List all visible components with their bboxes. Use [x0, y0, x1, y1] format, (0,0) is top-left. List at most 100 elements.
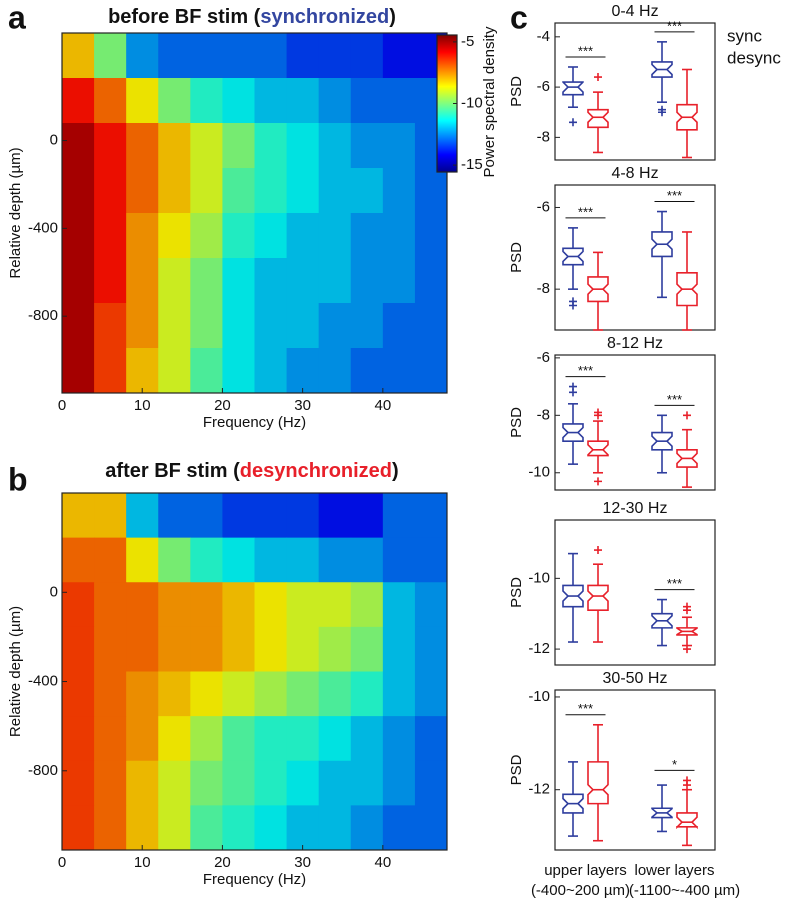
heatmap-cell	[126, 493, 159, 539]
heatmap-cell	[190, 537, 223, 583]
heatmap-cell	[382, 168, 416, 214]
heatmap-cell	[350, 123, 384, 169]
heatmap-cell	[286, 582, 320, 628]
heatmap-cell	[222, 493, 255, 539]
outlier	[569, 118, 577, 127]
heatmap-cell	[158, 493, 191, 539]
heatmap-cell	[158, 78, 191, 124]
heatmap-cell	[126, 123, 159, 169]
heatmap-cell	[222, 258, 255, 304]
significance-label: ***	[578, 701, 593, 716]
heatmap-cell	[382, 582, 416, 628]
heatmap-cell	[382, 760, 416, 806]
heatmap-cell	[126, 213, 159, 259]
box	[587, 440, 609, 457]
heatmap-cell	[350, 760, 384, 806]
heatmap-cell	[94, 537, 127, 583]
box	[587, 761, 609, 805]
heatmap-cell	[94, 78, 127, 124]
title-text: )	[392, 460, 399, 482]
x-tick-label: 20	[214, 397, 231, 414]
plot-frame	[554, 22, 716, 161]
heatmap-cell	[382, 213, 416, 259]
heatmap-cell	[126, 33, 159, 79]
heatmap-cell	[318, 348, 352, 394]
plot-frame	[554, 689, 716, 851]
heatmap-cell	[350, 168, 384, 214]
heatmap-cell	[222, 348, 255, 394]
heatmap-cell	[254, 671, 288, 717]
heatmap-cell	[286, 671, 320, 717]
heatmap-cell	[126, 716, 159, 762]
heatmap-cell	[126, 258, 159, 304]
heatmap-cell	[62, 805, 95, 851]
heatmap-cell	[318, 716, 352, 762]
heatmap-cell	[126, 348, 159, 394]
heatmap-cell	[286, 213, 320, 259]
heatmap-cell	[254, 760, 288, 806]
heatmap-cell	[158, 213, 191, 259]
heatmap-cell	[254, 582, 288, 628]
heatmap-cell	[62, 493, 95, 539]
significance-label: *	[672, 757, 677, 772]
box	[562, 793, 584, 814]
y-tick-label: -8	[537, 128, 550, 145]
heatmap-cell	[286, 760, 320, 806]
heatmap-cell	[414, 716, 448, 762]
heatmap-cell	[126, 537, 159, 583]
heatmap-cell	[126, 626, 159, 672]
panel-title: before BF stim (synchronized)	[108, 6, 396, 28]
significance-label: ***	[578, 363, 593, 378]
plot-frame	[554, 519, 716, 666]
heatmap-cell	[286, 168, 320, 214]
heatmap-cell	[318, 78, 352, 124]
box	[562, 247, 584, 266]
heatmap-cell	[158, 671, 191, 717]
outlier	[569, 382, 577, 391]
heatmap-cell	[318, 303, 352, 349]
heatmap-cell	[286, 537, 320, 583]
panel-label: b	[8, 461, 28, 497]
heatmap-cell	[190, 303, 223, 349]
y-tick-label: -8	[537, 406, 550, 423]
significance-label: ***	[667, 188, 682, 203]
heatmap-cell	[222, 168, 255, 214]
heatmap-cell	[190, 626, 223, 672]
y-axis-label: PSD	[508, 577, 525, 608]
heatmap-cell	[94, 33, 127, 79]
heatmap-cell	[62, 78, 95, 124]
heatmap-cell	[94, 805, 127, 851]
heatmap-cell	[190, 348, 223, 394]
heatmap-cell	[62, 537, 95, 583]
heatmap-cell	[190, 760, 223, 806]
box	[676, 272, 698, 307]
box	[587, 108, 609, 129]
heatmap-cell	[222, 716, 255, 762]
heatmap-cell	[190, 805, 223, 851]
heatmap-cell	[286, 348, 320, 394]
heatmap-cell	[222, 582, 255, 628]
heatmap-cell	[254, 348, 288, 394]
heatmap-cell	[286, 258, 320, 304]
title-text: after BF stim (	[105, 460, 240, 482]
heatmap-cell	[62, 303, 95, 349]
outlier	[594, 546, 602, 555]
heatmap-cell	[222, 123, 255, 169]
heatmap-cell	[286, 493, 320, 539]
heatmap-cell	[350, 805, 384, 851]
category-sublabel: (-400~200 µm)	[531, 882, 630, 899]
heatmap-cell	[382, 303, 416, 349]
heatmap-cell	[350, 258, 384, 304]
plot-frame	[61, 492, 448, 851]
y-tick-label: -10	[528, 464, 550, 481]
heatmap-cell	[382, 626, 416, 672]
heatmap-cell	[190, 33, 223, 79]
heatmap-cell	[350, 493, 384, 539]
heatmap-cell	[94, 303, 127, 349]
heatmap-cell	[158, 33, 191, 79]
heatmap-cell	[350, 78, 384, 124]
subplot-title: 4-8 Hz	[611, 165, 658, 182]
box	[562, 584, 584, 608]
